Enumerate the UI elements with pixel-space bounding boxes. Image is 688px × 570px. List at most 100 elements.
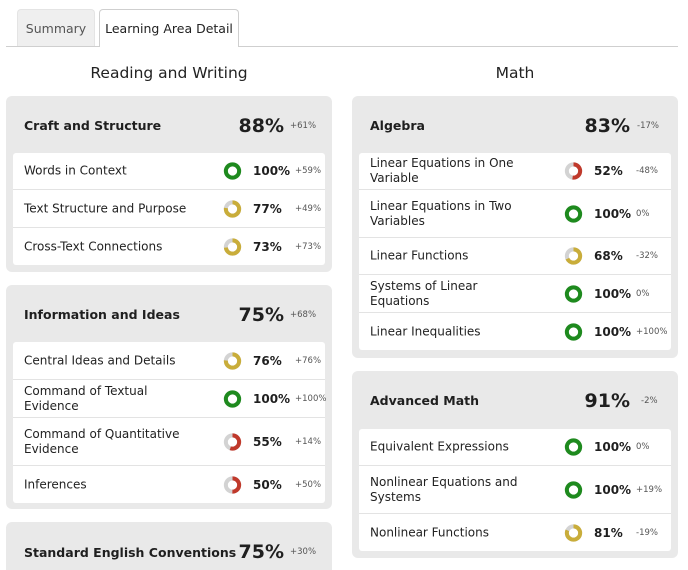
card-score: 83% — [584, 115, 630, 137]
learning-area-card-craft-and-structure: Craft and Structure 88% +61% Words in Conte… — [6, 96, 332, 272]
progress-ring-icon — [564, 438, 583, 456]
tab-summary[interactable]: Summary — [17, 9, 95, 46]
skill-row-inferences: Inferences 50% +50% — [13, 466, 325, 503]
skill-score: 100% — [594, 440, 632, 454]
skill-score: 100% — [253, 164, 291, 178]
skill-row-words-in-context: Words in Context 100% +59% — [13, 153, 325, 190]
skill-score-change: +59% — [295, 166, 322, 176]
skill-row-cross-text-connections: Cross-Text Connections 73% +73% — [13, 228, 325, 265]
skill-score-change: -19% — [636, 527, 658, 538]
skill-row-linear-functions: Linear Functions 68% -32% — [359, 238, 671, 275]
skill-row-nonlinear-equations-and-systems: Nonlinear Equations and Systems 100% +19% — [359, 466, 671, 514]
progress-ring-icon — [223, 199, 242, 218]
skill-label: Words in Context — [24, 163, 127, 178]
skill-score-change: 0% — [636, 208, 650, 219]
card-score: 88% — [238, 115, 284, 137]
skill-row-command-of-textual-evidence: Command of Textual Evidence 100% +100% — [13, 380, 327, 418]
skill-score-change: +19% — [636, 484, 663, 495]
skill-score-change: +50% — [295, 479, 322, 490]
progress-ring-icon — [564, 284, 583, 303]
card-score-change: -17% — [637, 121, 659, 131]
skill-label: Command of Quantitative Evidence — [24, 426, 180, 456]
skill-list: Equivalent Expressions 100% 0% Nonlinear Eq… — [359, 429, 671, 551]
card-score-change: +30% — [290, 547, 317, 557]
learning-area-card-algebra: Algebra 83% -17% Linear Equations in One Va… — [352, 96, 678, 358]
column-title-reading-writing: Reading and Writing — [90, 64, 248, 82]
skill-row-linear-equations-in-two-variables: Linear Equations in Two Variables 100% 0% — [359, 190, 671, 238]
skill-score: 100% — [253, 391, 291, 406]
skill-score-change: 0% — [636, 288, 650, 299]
progress-ring-icon — [223, 351, 242, 370]
skill-label: Linear Inequalities — [370, 324, 481, 338]
learning-area-card-advanced-math: Advanced Math 91% -2% Equivalent Expression… — [352, 371, 678, 558]
skill-row-central-ideas-and-details: Central Ideas and Details 76% +76% — [13, 342, 325, 380]
progress-ring-icon — [223, 162, 242, 180]
progress-ring-icon — [564, 162, 583, 180]
skill-row-text-structure-and-purpose: Text Structure and Purpose 77% +49% — [13, 190, 325, 228]
progress-ring-icon — [564, 480, 583, 499]
skill-label: Inferences — [24, 477, 87, 491]
skill-score: 81% — [594, 525, 623, 540]
card-title: Craft and Structure — [24, 118, 162, 133]
skill-score: 100% — [594, 482, 632, 497]
skill-score: 55% — [253, 434, 282, 449]
skill-row-nonlinear-functions: Nonlinear Functions 81% -19% — [359, 514, 671, 551]
card-title: Standard English Conventions — [24, 545, 237, 560]
progress-ring-icon — [564, 322, 583, 341]
progress-ring-icon — [564, 247, 583, 265]
skill-list: Central Ideas and Details 76% +76% Command … — [13, 342, 327, 503]
progress-ring-icon — [564, 523, 583, 542]
skill-score: 100% — [594, 324, 632, 339]
skill-score-change: +100% — [295, 393, 327, 404]
skill-score: 68% — [594, 249, 623, 263]
progress-ring-icon — [223, 237, 242, 256]
skill-label: Systems of Linear Equations — [370, 278, 478, 308]
skill-score-change: +73% — [295, 241, 322, 252]
skill-score-change: +14% — [295, 436, 322, 447]
skill-list: Words in Context 100% +59% Text Structure a… — [13, 153, 325, 265]
skill-score: 73% — [253, 239, 282, 254]
skill-row-linear-equations-in-one-variable: Linear Equations in One Variable 52% -48% — [359, 153, 671, 190]
learning-area-card-standard-english-conventions: Standard English Conventions 75% +30% — [6, 522, 332, 570]
progress-ring-icon — [223, 389, 242, 408]
skill-list: Linear Equations in One Variable 52% -48% L… — [359, 153, 671, 350]
skill-score: 100% — [594, 286, 632, 301]
skill-label: Command of Textual Evidence — [24, 383, 148, 413]
skill-score-change: -48% — [636, 166, 658, 176]
skill-row-equivalent-expressions: Equivalent Expressions 100% 0% — [359, 429, 671, 466]
tab-learning-area-detail[interactable]: Learning Area Detail — [99, 9, 239, 47]
column-title-math: Math — [495, 64, 535, 82]
skill-score: 76% — [253, 353, 282, 368]
skill-score: 52% — [594, 164, 623, 178]
skill-label: Linear Equations in Two Variables — [370, 198, 512, 228]
skill-row-command-of-quantitative-evidence: Command of Quantitative Evidence 55% +14% — [13, 418, 325, 466]
skill-label: Text Structure and Purpose — [24, 201, 187, 215]
card-score-change: +68% — [290, 310, 317, 320]
learning-area-card-information-and-ideas: Information and Ideas 75% +68% Central Idea… — [6, 285, 332, 509]
card-score: 75% — [238, 541, 284, 563]
skill-label: Linear Functions — [370, 248, 469, 263]
skill-row-systems-of-linear-equations: Systems of Linear Equations 100% 0% — [359, 275, 671, 313]
card-title: Algebra — [370, 118, 425, 133]
progress-ring-icon — [223, 432, 242, 451]
tab-bar: Summary Learning Area Detail — [6, 9, 678, 47]
progress-ring-icon — [564, 204, 583, 223]
skill-label: Cross-Text Connections — [24, 239, 163, 253]
card-score: 75% — [238, 304, 284, 326]
skill-row-linear-inequalities: Linear Inequalities 100% +100% — [359, 313, 671, 350]
skill-label: Nonlinear Equations and Systems — [370, 474, 518, 504]
card-title: Advanced Math — [370, 393, 480, 408]
card-score: 91% — [584, 390, 630, 412]
progress-ring-icon — [223, 475, 242, 494]
skill-label: Linear Equations in One Variable — [370, 156, 514, 185]
skill-score: 77% — [253, 201, 282, 216]
skill-score: 100% — [594, 206, 632, 221]
card-score-change: +61% — [290, 121, 317, 131]
skill-score: 50% — [253, 477, 282, 492]
skill-score-change: +100% — [636, 326, 668, 337]
card-title: Information and Ideas — [24, 307, 180, 322]
skill-score-change: 0% — [636, 442, 650, 452]
skill-score-change: +76% — [295, 355, 322, 366]
card-score-change: -2% — [641, 396, 658, 406]
skill-label: Equivalent Expressions — [370, 439, 509, 454]
